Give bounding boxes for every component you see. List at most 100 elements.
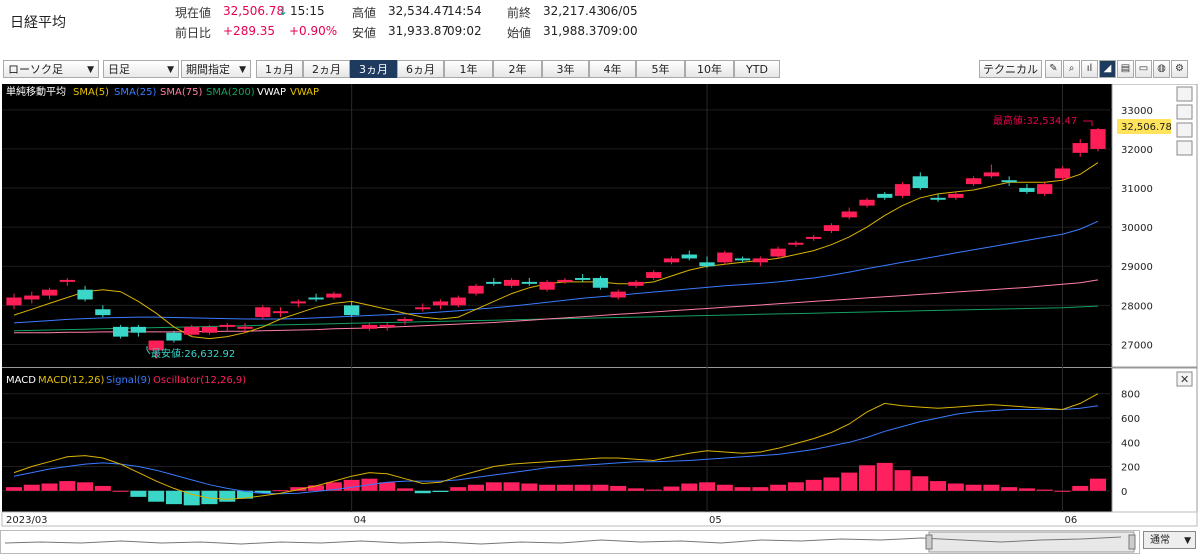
macd-tick-label: 400 (1121, 438, 1140, 449)
area-chart-icon[interactable]: ◢ (1099, 60, 1116, 78)
gear-icon[interactable]: ⚙ (1171, 60, 1188, 78)
stock-chart[interactable]: 単純移動平均 SMA(5) SMA(25) SMA(75) SMA(200) V… (0, 83, 1200, 529)
x-tick-labels: 2023/03 04 05 06 (6, 515, 1077, 526)
redo-icon[interactable] (1176, 140, 1193, 156)
oscillator-bar (627, 488, 644, 491)
range-3m-button[interactable]: 3ヵ月 (350, 60, 397, 78)
range-navigator[interactable] (0, 530, 1140, 554)
range-3y-button[interactable]: 3年 (542, 60, 589, 78)
globe-icon[interactable]: ◍ (1153, 60, 1170, 78)
range-ytd-button[interactable]: YTD (734, 60, 780, 78)
range-5y-button[interactable]: 5年 (636, 60, 685, 78)
candle-body (965, 178, 982, 185)
oscillator-bar (503, 482, 520, 491)
oscillator-bar (841, 472, 858, 491)
oscillator-bar (432, 490, 449, 493)
undo-icon[interactable] (1176, 122, 1193, 138)
caret-down-icon: ▼ (1184, 536, 1191, 546)
document-icon[interactable]: ▤ (1117, 60, 1134, 78)
range-4y-button[interactable]: 4年 (589, 60, 636, 78)
series-line-sma5 (13, 162, 1099, 340)
interval-select[interactable]: 日足 ▼ (103, 60, 179, 78)
navigator-right-handle[interactable] (1128, 534, 1136, 550)
change-percent: +0.90% (289, 24, 338, 38)
range-1y-button[interactable]: 1年 (444, 60, 493, 78)
range-2y-button[interactable]: 2年 (493, 60, 542, 78)
candle-body (788, 242, 804, 245)
oscillator-bar (610, 485, 627, 491)
candle-body (628, 281, 644, 286)
low-time: 09:02 (447, 24, 482, 38)
range-1m-button[interactable]: 1ヵ月 (256, 60, 303, 78)
oscillator-bar (1001, 487, 1018, 491)
price-tick-label: 28000 (1121, 301, 1153, 312)
candle-body (610, 291, 626, 298)
candle-body (59, 279, 75, 282)
low-annotation: 最安値:26,632.92 (151, 347, 235, 360)
oscillator-bar (1090, 478, 1106, 491)
legend-vwap-2: VWAP (290, 87, 319, 98)
oscillator-bar (6, 487, 22, 491)
candle-body (734, 258, 751, 261)
current-value: 32,506.78 (223, 4, 285, 18)
x-tick-label: 06 (1064, 515, 1077, 526)
range-6m-button[interactable]: 6ヵ月 (397, 60, 444, 78)
oscillator-bar (130, 490, 147, 497)
oscillator-bar (823, 477, 840, 491)
legend-signal: Signal(9) (106, 375, 151, 386)
oscillator-bar (343, 479, 360, 491)
oscillator-bar (41, 483, 58, 491)
oscillator-bar (396, 488, 413, 491)
macd-lines (13, 393, 1099, 500)
pencil-icon[interactable]: ✎ (1045, 60, 1062, 78)
high-annotation: 最高値:32,534.47 (993, 114, 1077, 127)
candle-body (255, 307, 271, 318)
time-axis-bg (1, 511, 1198, 527)
close-icon[interactable] (1176, 371, 1193, 387)
navigator-window[interactable] (928, 531, 1135, 553)
range-10y-button[interactable]: 10年 (685, 60, 734, 78)
period-select[interactable]: 期間指定 ▼ (181, 60, 251, 78)
oscillator-bar (876, 462, 893, 491)
price-tick-label: 30000 (1121, 223, 1153, 234)
price-legend: 単純移動平均 SMA(5) SMA(25) SMA(75) SMA(200) V… (6, 85, 319, 98)
macd-legend: MACD MACD(12,26) Signal(9) Oscillator(12… (6, 375, 246, 386)
change-label: 前日比 (175, 26, 212, 40)
candle-body (219, 324, 235, 327)
zoom-icon[interactable]: ⌕ (1063, 60, 1080, 78)
candle-body (6, 297, 22, 306)
bar-icon[interactable]: ıl (1081, 60, 1098, 78)
oscillator-bar (254, 490, 271, 494)
candle-body (77, 289, 93, 300)
technical-button[interactable]: テクニカル (979, 60, 1042, 78)
oscillator-bar (23, 484, 40, 491)
folder-icon[interactable]: ▭ (1135, 60, 1152, 78)
caret-down-icon: ▼ (87, 65, 94, 75)
low-pointer (146, 346, 151, 355)
oscillator-bar (77, 482, 94, 491)
down-arrow-icon: ↓ (278, 4, 289, 18)
lock-icon[interactable] (1176, 104, 1193, 120)
candle-body (326, 293, 342, 298)
oscillator-bar (805, 479, 822, 491)
high-label: 高値 (352, 6, 377, 20)
candle-body (912, 176, 928, 189)
scale-icon[interactable] (1176, 86, 1193, 102)
range-2m-button[interactable]: 2ヵ月 (303, 60, 350, 78)
oscillator-bar (272, 490, 289, 492)
candle-body (112, 326, 129, 337)
candles (6, 120, 1106, 359)
oscillator-bar (165, 490, 182, 505)
scale-mode-select[interactable]: 通常 ▼ (1143, 531, 1196, 549)
candle-body (130, 326, 147, 333)
scale-mode-value: 通常 (1150, 535, 1170, 546)
low-label: 安値 (352, 26, 377, 40)
candle-body (503, 279, 520, 286)
chart-type-select[interactable]: ローソク足 ▼ (3, 60, 99, 78)
candle-body (717, 252, 733, 263)
navigator-left-handle[interactable] (925, 534, 933, 550)
oscillator-bar (414, 490, 431, 494)
candle-body (539, 281, 555, 290)
candle-body (699, 262, 715, 267)
oscillator-bars (6, 462, 1106, 506)
